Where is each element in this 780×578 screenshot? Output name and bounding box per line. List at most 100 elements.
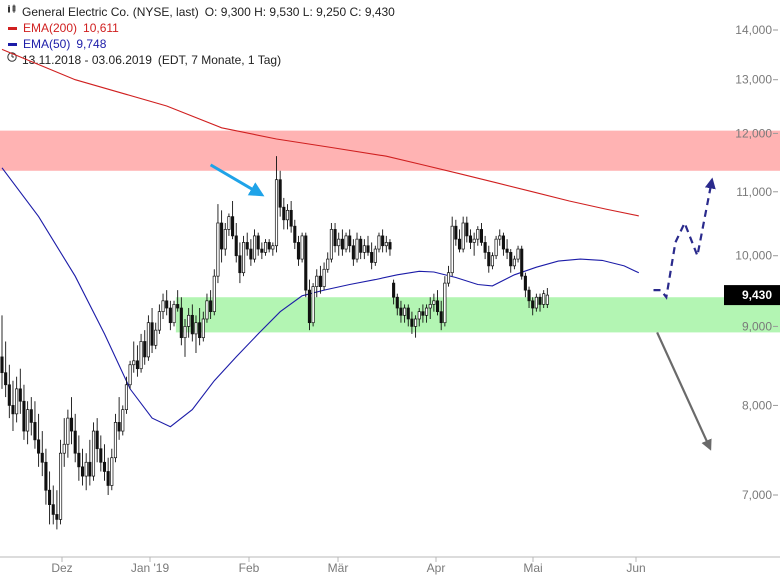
candle (132, 341, 136, 373)
candle-body (329, 229, 333, 260)
candle-body (22, 400, 26, 432)
candle-body (172, 304, 176, 324)
candle (516, 245, 520, 263)
candle-body (392, 282, 396, 298)
candle-body (234, 235, 238, 257)
candle-body (421, 311, 425, 316)
candle (285, 204, 290, 230)
candle-body (289, 209, 293, 227)
candle (172, 300, 176, 327)
candle (187, 308, 191, 338)
ema50-swatch (8, 42, 17, 46)
candle (91, 422, 96, 481)
candle (267, 239, 271, 253)
candle (26, 401, 30, 445)
candle-body (249, 248, 253, 260)
candle-body (395, 296, 399, 309)
candle (22, 384, 26, 440)
candle-body (48, 489, 52, 506)
candle (102, 444, 107, 481)
candle-body (399, 307, 403, 316)
candle (168, 300, 172, 331)
candle-body (461, 222, 465, 250)
candle (179, 297, 183, 346)
candle-body (55, 514, 59, 520)
candle (282, 197, 286, 230)
candle-body (187, 314, 191, 327)
candle (260, 242, 264, 260)
x-axis: Dez Jan '19 Feb Mär Apr Mai Jun (0, 556, 780, 575)
candle-body (340, 238, 344, 250)
candle (439, 300, 443, 331)
candle (77, 435, 81, 481)
candle-body (498, 235, 502, 240)
candle-body (501, 235, 505, 250)
y-tick-label: 11,000 (736, 185, 772, 199)
period-info: (EDT, 7 Monate, 1 Tag) (157, 53, 282, 67)
candle (443, 276, 447, 327)
candle (231, 200, 235, 240)
candle-body (439, 311, 443, 324)
candle-body (425, 307, 429, 316)
bearish-projection-arrow (656, 331, 712, 451)
candle (252, 229, 257, 263)
candle-body (479, 229, 484, 243)
candle-body (121, 409, 125, 432)
candle (487, 245, 491, 273)
candle-body (198, 322, 202, 339)
candle (190, 304, 194, 342)
candle (289, 200, 293, 233)
candle-body (26, 409, 30, 432)
candle (271, 242, 275, 256)
candle (128, 360, 132, 389)
ema50-line (1, 167, 640, 428)
candle-body (472, 238, 476, 243)
candle-body (435, 300, 440, 313)
candle (62, 418, 66, 467)
candle (88, 439, 92, 486)
instrument-title: General Electric Co. (NYSE, last) (22, 5, 199, 19)
y-tick-label: 7,000 (742, 488, 772, 502)
legend-ema200-row[interactable]: EMA(200) 10,611 (6, 20, 395, 36)
candle-body (40, 452, 44, 463)
candle-body (417, 311, 421, 320)
candle-body (542, 293, 546, 305)
candle-body (15, 388, 19, 415)
candle (51, 485, 55, 525)
candle-body (194, 322, 198, 335)
candle-body (190, 314, 194, 335)
candle (121, 405, 125, 436)
candle (135, 345, 139, 377)
candle-body (33, 422, 37, 441)
candle (457, 229, 462, 253)
candle (446, 265, 451, 287)
candle (461, 216, 465, 253)
candle-body (428, 304, 432, 309)
candle (143, 330, 147, 365)
candle (69, 397, 74, 445)
candle (278, 170, 282, 217)
candle (432, 293, 436, 312)
candle-body (242, 242, 246, 274)
candle-body (267, 242, 271, 250)
y-tick-label: 12,000 (735, 126, 772, 140)
y-tick-label: 9,000 (742, 319, 772, 333)
candle-body (381, 235, 385, 247)
candle-body (344, 235, 348, 250)
candle (113, 413, 118, 463)
candle-body (183, 326, 187, 339)
zone-layer (0, 130, 780, 333)
candle-body (99, 448, 103, 463)
candle-body (4, 372, 8, 386)
candle (117, 397, 121, 440)
candle-body (11, 405, 15, 415)
candle (512, 255, 516, 270)
candle-body (216, 222, 220, 277)
candle (311, 283, 315, 327)
ema200-swatch (8, 26, 17, 30)
legend-ema50-row[interactable]: EMA(50) 9,748 (6, 36, 395, 52)
candle (11, 380, 15, 432)
candle (498, 229, 502, 246)
candle-body (494, 238, 498, 257)
